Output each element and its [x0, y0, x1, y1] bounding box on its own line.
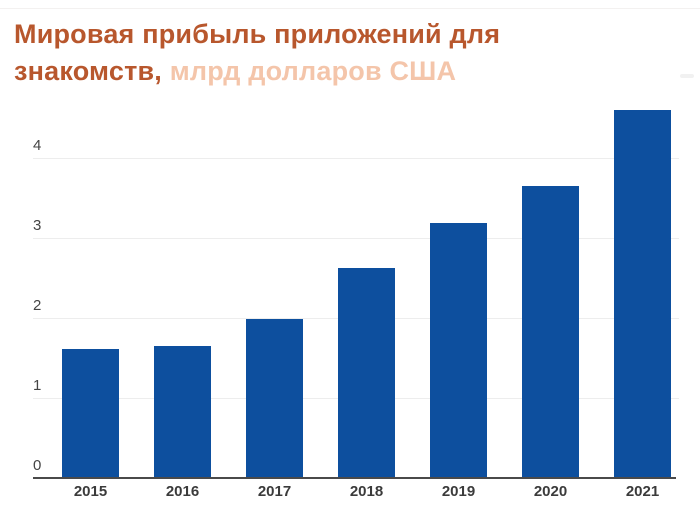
x-axis-label-2021: 2021	[625, 483, 660, 500]
bar-2018	[338, 268, 395, 478]
x-axis-label-2020: 2020	[533, 483, 568, 500]
x-axis-label-2015: 2015	[73, 483, 108, 500]
title-line2-unit: млрд долларов США	[169, 56, 457, 86]
page-title: Мировая прибыль приложений для знакомств…	[14, 16, 500, 90]
top-edge-divider	[0, 8, 700, 9]
bar-2021	[614, 110, 671, 478]
title-line2-main: знакомств,	[14, 56, 162, 86]
bar-2020	[522, 186, 579, 478]
bar-2015	[62, 349, 119, 478]
bar-2016	[154, 346, 211, 478]
title-line1: Мировая прибыль приложений для	[14, 19, 501, 49]
x-axis-label-2017: 2017	[257, 483, 292, 500]
x-axis-label-2019: 2019	[441, 483, 476, 500]
bar-2019	[430, 223, 487, 478]
bar-2017	[246, 319, 303, 478]
y-axis-tick-label: 2	[33, 297, 42, 314]
faint-minimize-dash-icon	[680, 74, 694, 78]
x-axis-label-2016: 2016	[165, 483, 200, 500]
gridline-y4	[33, 158, 679, 159]
x-axis-line	[33, 477, 676, 479]
y-axis-tick-label: 3	[33, 217, 42, 234]
y-axis-tick-label: 1	[33, 377, 42, 394]
y-axis-tick-label: 0	[33, 457, 42, 474]
gridline-y3	[33, 238, 679, 239]
x-axis-label-2018: 2018	[349, 483, 384, 500]
y-axis-tick-label: 4	[33, 137, 42, 154]
